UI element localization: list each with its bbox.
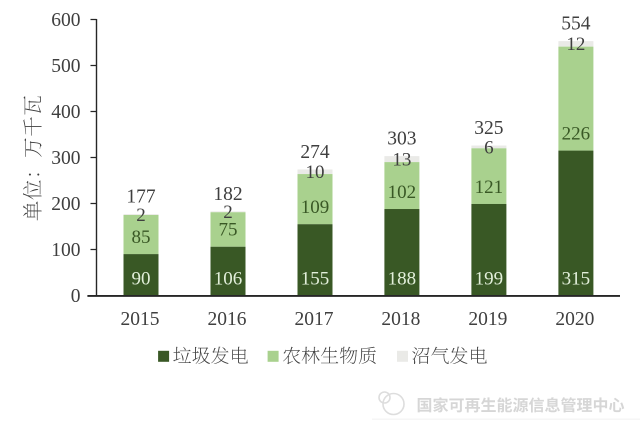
svg-text:182: 182 xyxy=(213,184,242,205)
svg-text:303: 303 xyxy=(387,129,416,150)
svg-text:100: 100 xyxy=(51,240,80,261)
svg-text:6: 6 xyxy=(484,137,494,158)
svg-text:554: 554 xyxy=(561,14,591,35)
svg-text:274: 274 xyxy=(300,142,330,163)
svg-text:121: 121 xyxy=(475,177,504,198)
svg-text:13: 13 xyxy=(392,149,411,170)
svg-text:500: 500 xyxy=(51,56,80,77)
svg-text:106: 106 xyxy=(214,269,243,290)
svg-text:2: 2 xyxy=(136,205,146,226)
svg-text:400: 400 xyxy=(51,102,80,123)
svg-text:226: 226 xyxy=(562,124,591,145)
svg-text:2: 2 xyxy=(223,202,233,223)
svg-text:10: 10 xyxy=(306,162,325,183)
svg-text:12: 12 xyxy=(566,34,585,55)
svg-text:2020: 2020 xyxy=(555,309,594,330)
svg-text:75: 75 xyxy=(219,220,238,241)
svg-text:0: 0 xyxy=(71,286,81,307)
svg-text:90: 90 xyxy=(132,269,151,290)
svg-text:155: 155 xyxy=(301,269,330,290)
svg-text:2015: 2015 xyxy=(121,309,160,330)
svg-text:102: 102 xyxy=(388,182,417,203)
svg-text:315: 315 xyxy=(562,269,591,290)
svg-text:600: 600 xyxy=(51,10,80,31)
svg-text:109: 109 xyxy=(301,197,330,218)
svg-text:2019: 2019 xyxy=(468,309,507,330)
svg-text:177: 177 xyxy=(126,187,156,208)
svg-text:300: 300 xyxy=(51,148,80,169)
svg-text:188: 188 xyxy=(388,269,417,290)
svg-text:2018: 2018 xyxy=(381,309,420,330)
svg-text:2017: 2017 xyxy=(295,309,334,330)
svg-text:200: 200 xyxy=(51,194,80,215)
svg-text:325: 325 xyxy=(474,118,503,139)
svg-text:85: 85 xyxy=(132,227,151,248)
svg-text:2016: 2016 xyxy=(208,309,247,330)
svg-text:199: 199 xyxy=(475,269,504,290)
